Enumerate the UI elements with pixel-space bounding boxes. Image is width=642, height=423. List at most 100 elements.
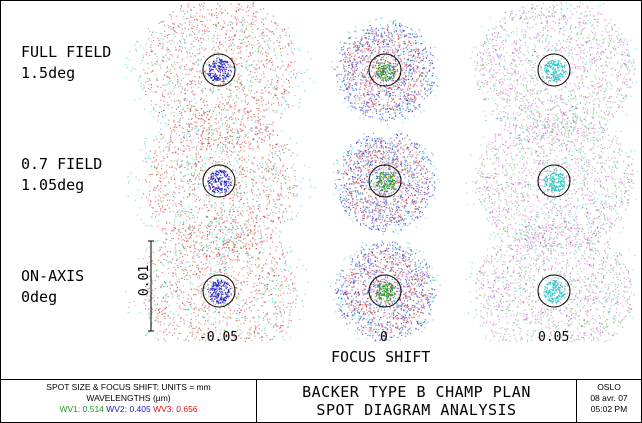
spot-dot: [557, 77, 559, 79]
spot-dot: [134, 44, 136, 46]
spot-dot: [373, 43, 375, 45]
spot-dot: [564, 102, 566, 104]
spot-dot: [366, 32, 368, 34]
spot-dot: [371, 103, 373, 105]
spot-dot: [495, 45, 497, 47]
spot-dot: [256, 28, 258, 30]
spot-dot: [182, 15, 184, 17]
spot-dot: [220, 68, 222, 70]
spot-dot: [221, 124, 223, 126]
spot-dot: [369, 29, 371, 31]
spot-dot: [162, 116, 164, 118]
spot-dot: [394, 105, 396, 107]
spot-dot: [504, 125, 506, 127]
spot-dot: [286, 103, 288, 105]
spot-dot: [372, 61, 374, 63]
spot-dot: [198, 83, 200, 85]
spot-dot: [294, 61, 296, 63]
spot-dot: [157, 115, 159, 117]
spot-dot: [493, 45, 495, 47]
spot-dot: [260, 74, 262, 76]
spot-dot: [386, 123, 388, 126]
spot-dot: [488, 62, 490, 64]
spot-dot: [164, 74, 166, 76]
spot-dot: [208, 126, 210, 129]
spot-dot: [569, 122, 571, 124]
spot-dot: [241, 6, 243, 8]
spot-dot: [518, 114, 520, 117]
spot-dot: [577, 59, 579, 61]
spot-dot: [179, 105, 182, 107]
spot-dot: [367, 49, 369, 51]
spot-dot: [386, 103, 388, 106]
spot-dot: [514, 119, 516, 121]
spot-dot: [168, 83, 171, 85]
spot-dot: [517, 73, 519, 75]
spot-dot: [625, 94, 627, 96]
spot-dot: [426, 72, 428, 74]
spot-dot: [266, 35, 268, 37]
spot-dot: [394, 88, 396, 91]
spot-dot: [568, 35, 571, 37]
spot-dot: [603, 93, 605, 95]
spot-dot: [179, 101, 181, 103]
spot-dot: [414, 51, 417, 53]
spot-dot: [425, 47, 427, 49]
spot-dot: [483, 43, 485, 45]
spot-dot: [550, 83, 552, 86]
spot-dot: [524, 42, 526, 44]
spot-dot: [414, 108, 416, 110]
spot-dot: [545, 64, 547, 66]
spot-dot: [385, 72, 387, 74]
spot-dot: [535, 37, 537, 39]
spot-dot: [513, 80, 515, 82]
spot-dot: [554, 119, 556, 121]
spot-dot: [199, 52, 201, 54]
spot-dot: [594, 128, 596, 130]
spot-dot: [403, 53, 405, 55]
spot-dot: [270, 61, 273, 64]
spot-dot: [516, 84, 518, 86]
spot-dot: [410, 75, 413, 77]
spot-dot: [134, 68, 136, 70]
spot-dot: [368, 61, 370, 63]
spot-dot: [190, 9, 193, 11]
spot-dot: [199, 21, 201, 23]
spot-dot: [544, 48, 546, 50]
spot-dot: [530, 106, 532, 109]
spot-dot: [501, 26, 503, 28]
spot-dot: [163, 109, 165, 111]
spot-dot: [425, 71, 427, 73]
spot-dot: [182, 77, 185, 79]
spot-dot: [600, 57, 602, 59]
spot-dot: [336, 75, 338, 77]
spot-dot: [490, 67, 492, 69]
spot-dot: [587, 127, 589, 129]
spot-dot: [586, 110, 588, 112]
spot-dot: [412, 55, 414, 58]
spot-dot: [565, 81, 567, 83]
spot-dot: [204, 29, 206, 31]
spot-dot: [579, 95, 581, 97]
spot-dot: [623, 62, 625, 64]
spot-dot: [382, 71, 384, 73]
spot-dot: [224, 71, 226, 73]
spot-dot: [590, 43, 592, 45]
spot-dot: [564, 21, 567, 23]
spot-dot: [630, 95, 632, 97]
spot-dot: [546, 16, 548, 18]
spot-dot: [493, 74, 495, 76]
spot-dot: [168, 27, 170, 29]
spot-dot: [598, 122, 601, 124]
spot-dot: [403, 91, 405, 93]
spot-dot: [495, 37, 497, 39]
spot-dot: [415, 43, 417, 45]
spot-dot: [381, 27, 383, 29]
spot-dot: [533, 92, 535, 94]
spot-dot: [229, 43, 231, 45]
spot-dot: [597, 44, 599, 46]
spot-dot: [598, 104, 600, 106]
spot-dot: [374, 103, 376, 105]
spot-dot: [419, 61, 421, 63]
spot-dot: [366, 102, 368, 104]
